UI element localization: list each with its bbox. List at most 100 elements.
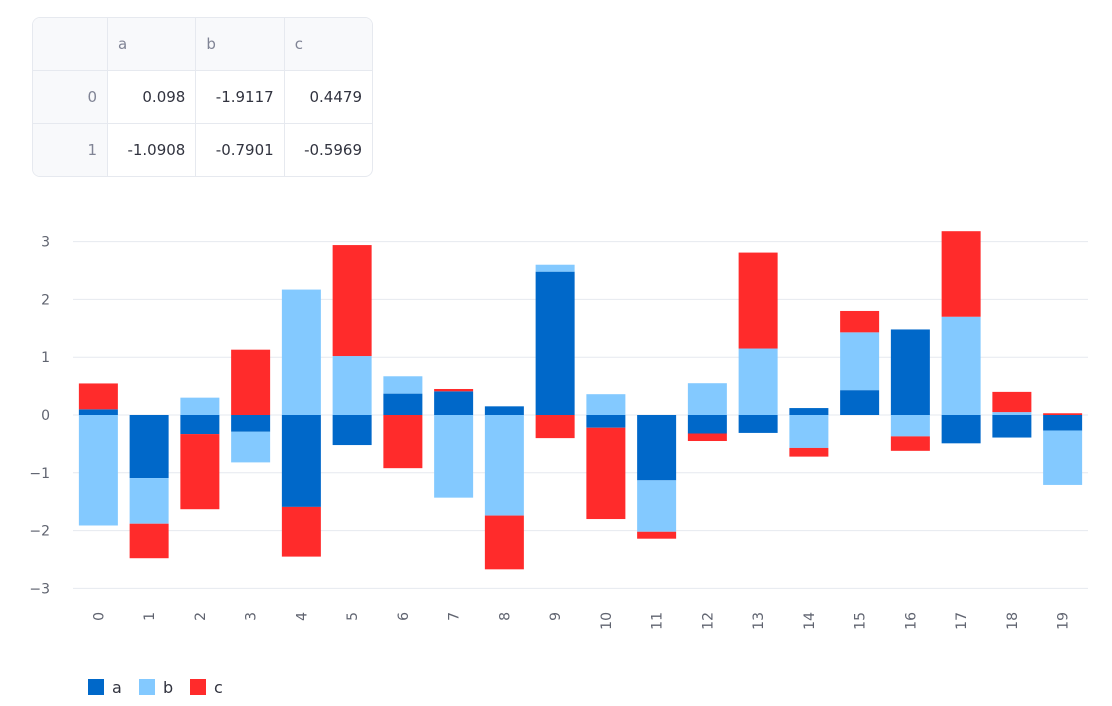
bar-b-13[interactable]	[738, 348, 778, 415]
bar-c-16[interactable]	[890, 436, 930, 451]
bar-b-4[interactable]	[281, 289, 321, 415]
table-cell[interactable]: -1.9117	[195, 70, 285, 125]
bar-c-0[interactable]	[78, 383, 118, 410]
bar-c-17[interactable]	[941, 231, 981, 317]
bar-b-6[interactable]	[383, 376, 423, 394]
y-axis: 3 2 1 0 −1 −2 −3	[29, 235, 50, 598]
y-tick-label: −2	[29, 524, 50, 540]
bar-c-15[interactable]	[840, 310, 880, 333]
legend-swatch-c[interactable]	[190, 679, 206, 695]
bar-c-6[interactable]	[383, 415, 423, 469]
x-tick-label: 1	[142, 612, 158, 621]
bar-b-10[interactable]	[586, 394, 626, 415]
bar-a-16[interactable]	[890, 329, 930, 415]
bar-a-8[interactable]	[484, 406, 524, 415]
bar-c-11[interactable]	[637, 531, 677, 539]
bar-c-3[interactable]	[231, 349, 271, 415]
legend-label-a[interactable]: a	[112, 678, 122, 697]
bar-a-19[interactable]	[1043, 415, 1083, 431]
row-index: 1	[33, 123, 108, 176]
x-tick-label: 5	[345, 612, 361, 621]
dataframe-table[interactable]: a b c 0 0.098 -1.9117 0.4479 1 -1.0908 -…	[32, 17, 373, 177]
x-axis: 0 1 2 3 4 5 6 7 8 9 10 11 12 13 14 15 16 17 18 19	[91, 612, 1071, 630]
x-tick-label: 14	[802, 612, 818, 630]
bar-a-13[interactable]	[738, 415, 778, 433]
x-tick-label: 0	[91, 612, 107, 621]
legend-swatch-a[interactable]	[88, 679, 104, 695]
table-cell[interactable]: -0.7901	[195, 123, 285, 176]
column-header-c[interactable]: c	[284, 18, 372, 71]
bar-c-1[interactable]	[129, 523, 169, 559]
bar-a-17[interactable]	[941, 415, 981, 444]
bar-c-19[interactable]	[1043, 413, 1083, 415]
bar-b-8[interactable]	[484, 415, 524, 516]
x-tick-label: 8	[497, 612, 513, 621]
bar-c-13[interactable]	[738, 252, 778, 349]
x-tick-label: 17	[954, 612, 970, 630]
bar-b-18[interactable]	[992, 412, 1032, 415]
bar-c-5[interactable]	[332, 245, 372, 357]
bar-a-7[interactable]	[434, 391, 474, 415]
table-cell[interactable]: -0.5969	[304, 141, 362, 160]
bar-b-12[interactable]	[687, 383, 727, 415]
bar-b-5[interactable]	[332, 356, 372, 415]
bar-b-9[interactable]	[535, 264, 575, 272]
bar-a-0[interactable]	[78, 409, 118, 415]
table-cell[interactable]: -1.0908	[107, 123, 197, 176]
table-cell[interactable]: 0.4479	[284, 70, 372, 125]
bar-a-14[interactable]	[789, 408, 829, 415]
bar-a-2[interactable]	[180, 415, 220, 435]
bar-a-18[interactable]	[992, 415, 1032, 438]
bar-b-0[interactable]	[78, 415, 118, 526]
x-tick-label: 18	[1005, 612, 1021, 630]
bar-a-12[interactable]	[687, 415, 727, 434]
row-index: 0	[33, 70, 108, 125]
bar-b-14[interactable]	[789, 415, 829, 448]
bar-b-2[interactable]	[180, 397, 220, 415]
column-header-b[interactable]: b	[195, 18, 285, 71]
bars[interactable]	[78, 231, 1083, 570]
table-cell[interactable]: 0.098	[107, 70, 197, 125]
bar-b-7[interactable]	[434, 415, 474, 498]
x-tick-label: 19	[1056, 612, 1072, 630]
bar-b-16[interactable]	[890, 415, 930, 437]
y-tick-label: 2	[41, 292, 50, 308]
y-tick-label: 0	[41, 408, 50, 424]
bar-c-12[interactable]	[687, 433, 727, 442]
bar-b-1[interactable]	[129, 478, 169, 524]
legend[interactable]: a b c	[88, 678, 223, 697]
bar-a-3[interactable]	[231, 415, 271, 432]
legend-swatch-b[interactable]	[139, 679, 155, 695]
bar-a-4[interactable]	[281, 415, 321, 507]
bar-b-17[interactable]	[941, 316, 981, 415]
bar-b-11[interactable]	[637, 480, 677, 532]
bar-a-1[interactable]	[129, 415, 169, 479]
bar-c-7[interactable]	[434, 388, 474, 392]
y-tick-label: −3	[29, 581, 50, 597]
x-tick-label: 16	[903, 612, 919, 630]
table-row: 1 -1.0908 -0.7901 -0.5969	[33, 123, 372, 176]
bar-a-5[interactable]	[332, 415, 372, 446]
bar-c-4[interactable]	[281, 506, 321, 557]
bar-a-6[interactable]	[383, 393, 423, 415]
bar-b-19[interactable]	[1043, 430, 1083, 485]
bar-a-9[interactable]	[535, 271, 575, 415]
bar-c-8[interactable]	[484, 515, 524, 570]
bar-a-11[interactable]	[637, 415, 677, 481]
table-header-row: a b c	[33, 18, 372, 71]
index-header	[33, 18, 108, 71]
bar-a-10[interactable]	[586, 415, 626, 428]
bar-c-9[interactable]	[535, 415, 575, 439]
legend-label-b[interactable]: b	[163, 678, 173, 697]
column-header-a[interactable]: a	[107, 18, 197, 71]
bar-c-2[interactable]	[180, 434, 220, 510]
bar-a-15[interactable]	[840, 390, 880, 415]
table-row: 0 0.098 -1.9117 0.4479	[33, 70, 372, 125]
bar-b-15[interactable]	[840, 332, 880, 391]
bar-b-3[interactable]	[231, 431, 271, 463]
bar-c-14[interactable]	[789, 447, 829, 457]
legend-label-c[interactable]: c	[214, 678, 223, 697]
bar-c-18[interactable]	[992, 391, 1032, 413]
bar-c-10[interactable]	[586, 427, 626, 520]
